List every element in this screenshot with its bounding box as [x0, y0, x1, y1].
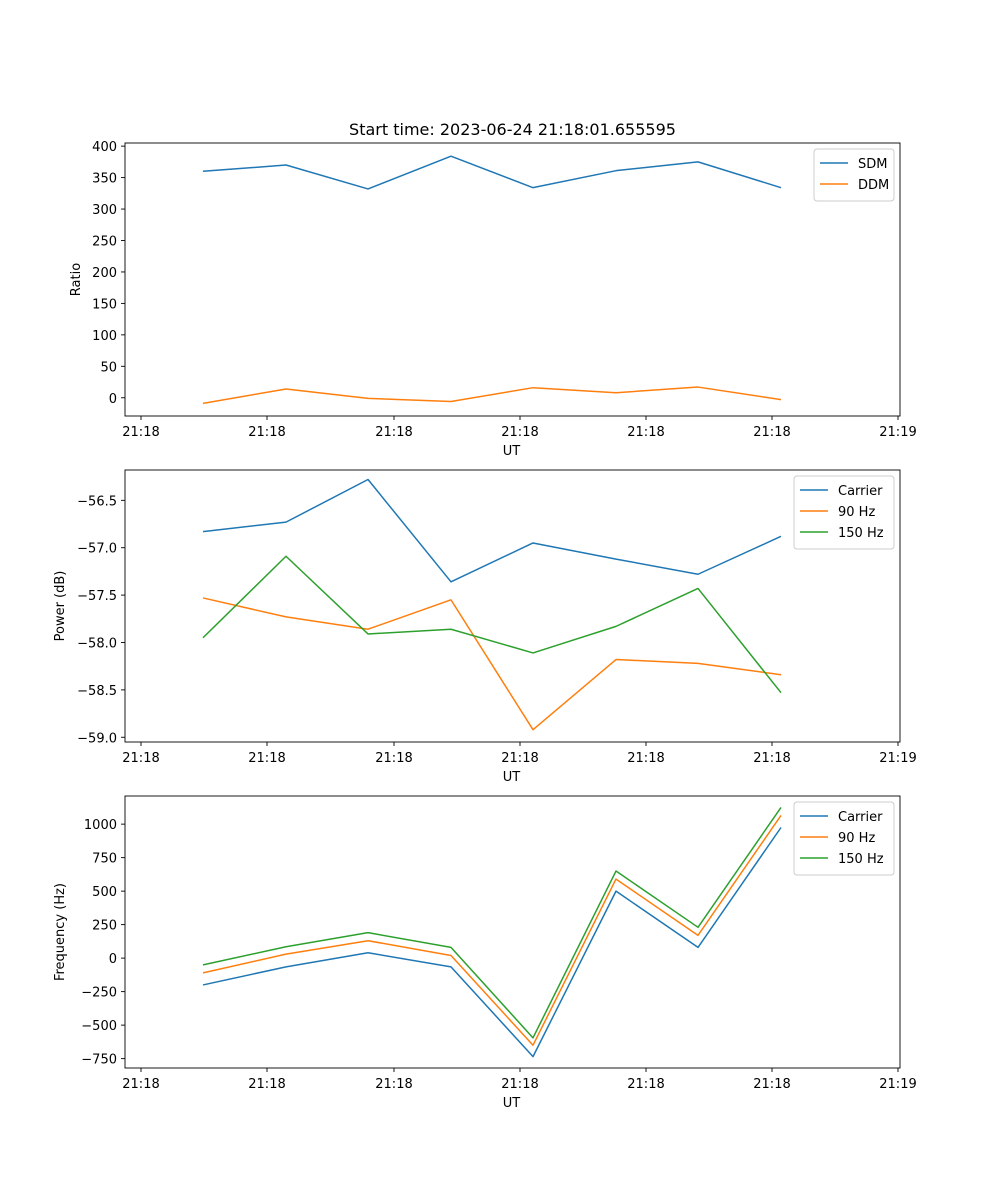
x-tick-label: 21:18: [122, 425, 159, 440]
series-line-ddm: [202, 386, 782, 405]
y-tick-label: 250: [92, 919, 117, 934]
x-tick-label: 21:18: [375, 1077, 412, 1092]
y-tick-label: 0: [109, 952, 117, 967]
x-tick-label: 21:18: [501, 751, 538, 766]
y-axis-label: Ratio: [69, 263, 84, 296]
x-tick-label: 21:18: [627, 1077, 664, 1092]
legend-entry-label: 150 Hz: [838, 852, 884, 867]
y-tick-label: −58.0: [77, 636, 117, 651]
x-tick-label: 21:19: [879, 1077, 916, 1092]
chart-title: Start time: 2023-06-24 21:18:01.655595: [349, 120, 676, 139]
series-line-sdm: [202, 155, 782, 190]
x-tick-label: 21:18: [627, 425, 664, 440]
x-tick-label: 21:18: [753, 425, 790, 440]
subplot-2: 21:18 21:18 21:18 21:18 21:18 21:18 21:19 UT −56…: [53, 469, 917, 785]
series-line-carrier: [202, 478, 782, 583]
legend-box: [793, 801, 895, 876]
series-line-150-hz: [202, 806, 782, 1039]
y-tick-label: 750: [92, 852, 117, 867]
x-tick-label: 21:18: [501, 1077, 538, 1092]
legend: Carrier 90 Hz 150 Hz: [793, 801, 895, 876]
x-tick-label: 21:18: [122, 751, 159, 766]
x-tick-label: 21:19: [879, 425, 916, 440]
x-tick-label: 21:18: [501, 425, 538, 440]
y-tick-label: −250: [81, 986, 117, 1001]
legend: Carrier 90 Hz 150 Hz: [793, 475, 895, 550]
y-tick-label: −58.5: [77, 684, 117, 699]
subplot-3: 21:18 21:18 21:18 21:18 21:18 21:18 21:19 UT 100…: [53, 795, 917, 1111]
y-tick-label: 200: [92, 266, 117, 281]
x-axis-label: UT: [503, 1096, 521, 1111]
legend-entry-label: Carrier: [838, 810, 883, 825]
y-tick-label: −750: [81, 1053, 117, 1068]
y-tick-label: −59.0: [77, 731, 117, 746]
y-tick-label: 0: [109, 392, 117, 407]
x-tick-label: 21:18: [248, 751, 285, 766]
subplot-1: Start time: 2023-06-24 21:18:01.655595 21…: [69, 120, 917, 459]
legend-entry-label: 150 Hz: [838, 526, 884, 541]
legend-box: [793, 475, 895, 550]
x-tick-label: 21:18: [753, 751, 790, 766]
y-tick-label: −57.5: [77, 589, 117, 604]
plot-area-frame: [124, 469, 901, 743]
x-tick-label: 21:18: [248, 425, 285, 440]
y-tick-label: 250: [92, 235, 117, 250]
plot-area-frame: [124, 142, 901, 417]
legend-entry-label: 90 Hz: [838, 505, 875, 520]
x-tick-label: 21:18: [753, 1077, 790, 1092]
y-tick-label: −57.0: [77, 542, 117, 557]
x-axis-label: UT: [503, 444, 521, 459]
y-tick-label: 400: [92, 140, 117, 155]
x-tick-label: 21:18: [122, 1077, 159, 1092]
legend-box: [813, 148, 895, 202]
series-line-90-hz: [202, 597, 782, 731]
y-tick-label: 350: [92, 172, 117, 187]
legend-entry-label: 90 Hz: [838, 831, 875, 846]
x-tick-label: 21:18: [375, 751, 412, 766]
y-tick-label: 500: [92, 885, 117, 900]
y-tick-label: 150: [92, 297, 117, 312]
x-tick-label: 21:18: [248, 1077, 285, 1092]
x-axis-label: UT: [503, 770, 521, 785]
series-line-90-hz: [202, 815, 782, 1046]
legend-entry-label: Carrier: [838, 484, 883, 499]
legend-entry-label: SDM: [858, 157, 887, 172]
y-axis-label: Power (dB): [53, 571, 68, 642]
y-tick-label: 300: [92, 203, 117, 218]
y-axis-label: Frequency (Hz): [53, 883, 68, 981]
y-tick-label: −500: [81, 1019, 117, 1034]
x-tick-label: 21:18: [627, 751, 664, 766]
plot-area-frame: [124, 795, 901, 1069]
series-line-carrier: [202, 827, 782, 1058]
legend-entry-label: DDM: [858, 178, 889, 193]
y-tick-label: 1000: [84, 818, 117, 833]
y-tick-label: −56.5: [77, 494, 117, 509]
x-tick-label: 21:18: [375, 425, 412, 440]
y-tick-label: 100: [92, 329, 117, 344]
y-tick-label: 50: [100, 360, 117, 375]
x-tick-label: 21:19: [879, 751, 916, 766]
legend: SDM DDM: [813, 148, 895, 202]
series-line-150-hz: [202, 555, 782, 694]
